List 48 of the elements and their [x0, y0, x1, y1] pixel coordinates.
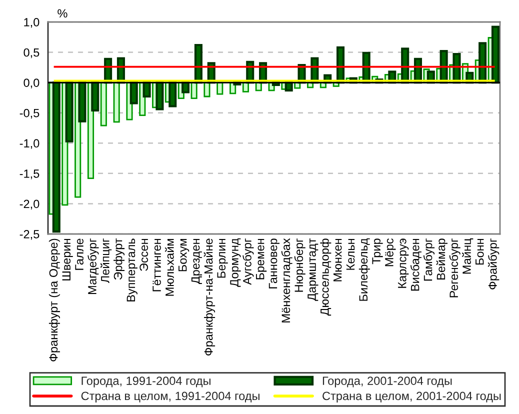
x-tick-label: Регенсбург: [449, 238, 460, 298]
legend-label: Страна в целом, 1991-2004 годы: [81, 392, 260, 402]
x-tick-label: Билефельд: [358, 238, 370, 301]
x-tick-label: Кельн: [346, 238, 355, 270]
legend-label: Города, 2001-2004 годы: [322, 376, 452, 388]
y-tick-label: -1,0: [20, 139, 40, 149]
x-tick-label: Карлсруэ: [398, 238, 409, 288]
legend-label: Города, 1991-2004 годы: [82, 376, 210, 388]
legend-label: Страна в целом, 2001-2004 годы: [322, 392, 501, 402]
x-tick-label: Дюссельдорф: [320, 238, 332, 316]
x-tick-label: Гёттинген: [152, 238, 161, 292]
y-tick-label: 0,5: [24, 48, 40, 58]
x-tick-label: Ганновер: [268, 238, 280, 288]
x-tick-label: Лейпциг: [100, 238, 112, 284]
x-tick-label: Мёрс: [385, 238, 396, 266]
x-tick-label: Трир: [372, 238, 383, 264]
x-tick-label: Вупперталь: [126, 238, 138, 302]
x-tick-label: Франкфурт (на Одере): [48, 238, 60, 362]
x-tick-label: Дормунд: [230, 238, 241, 287]
x-tick-label: Дрезден: [191, 238, 202, 284]
x-tick-label: Нюрнберг: [294, 238, 306, 292]
y-axis-title: %: [58, 9, 68, 18]
x-tick-label: Гамбург: [423, 238, 435, 281]
x-tick-label: Галле: [75, 238, 84, 270]
y-tick-label: -2,5: [20, 230, 40, 240]
x-tick-label: Дармштадт: [308, 238, 318, 301]
x-tick-label: Мюльхайм: [164, 238, 174, 296]
y-tick-label: 0,0: [24, 78, 40, 88]
x-tick-label: Шверин: [62, 238, 73, 280]
x-tick-label: Веймар: [436, 238, 448, 280]
y-tick-label: -1,5: [20, 170, 40, 180]
y-tick-label: 1,0: [24, 18, 40, 28]
x-tick-label: Фрайбург: [488, 238, 500, 290]
x-tick-label: Аугсбург: [242, 238, 254, 285]
x-tick-label: Франкфурт-на-Майне: [204, 238, 216, 356]
x-tick-label: Бонн: [476, 238, 484, 265]
x-tick-label: Эрфурт: [114, 238, 125, 280]
x-tick-label: Бремен: [256, 238, 267, 280]
x-tick-label: Бохум: [178, 238, 190, 272]
x-tick-label: Мюнхен: [334, 238, 342, 282]
x-tick-label: Висбаден: [410, 238, 422, 291]
x-tick-label: Мёнхенгладбах: [281, 238, 292, 322]
x-tick-label: Эссен: [140, 238, 148, 271]
y-tick-label: -2,0: [20, 200, 40, 210]
y-tick-label: -0,5: [20, 108, 40, 119]
x-tick-label: Майнц: [462, 238, 474, 274]
x-tick-label: Берлин: [217, 238, 228, 278]
x-tick-label: Магдебург: [88, 238, 99, 294]
